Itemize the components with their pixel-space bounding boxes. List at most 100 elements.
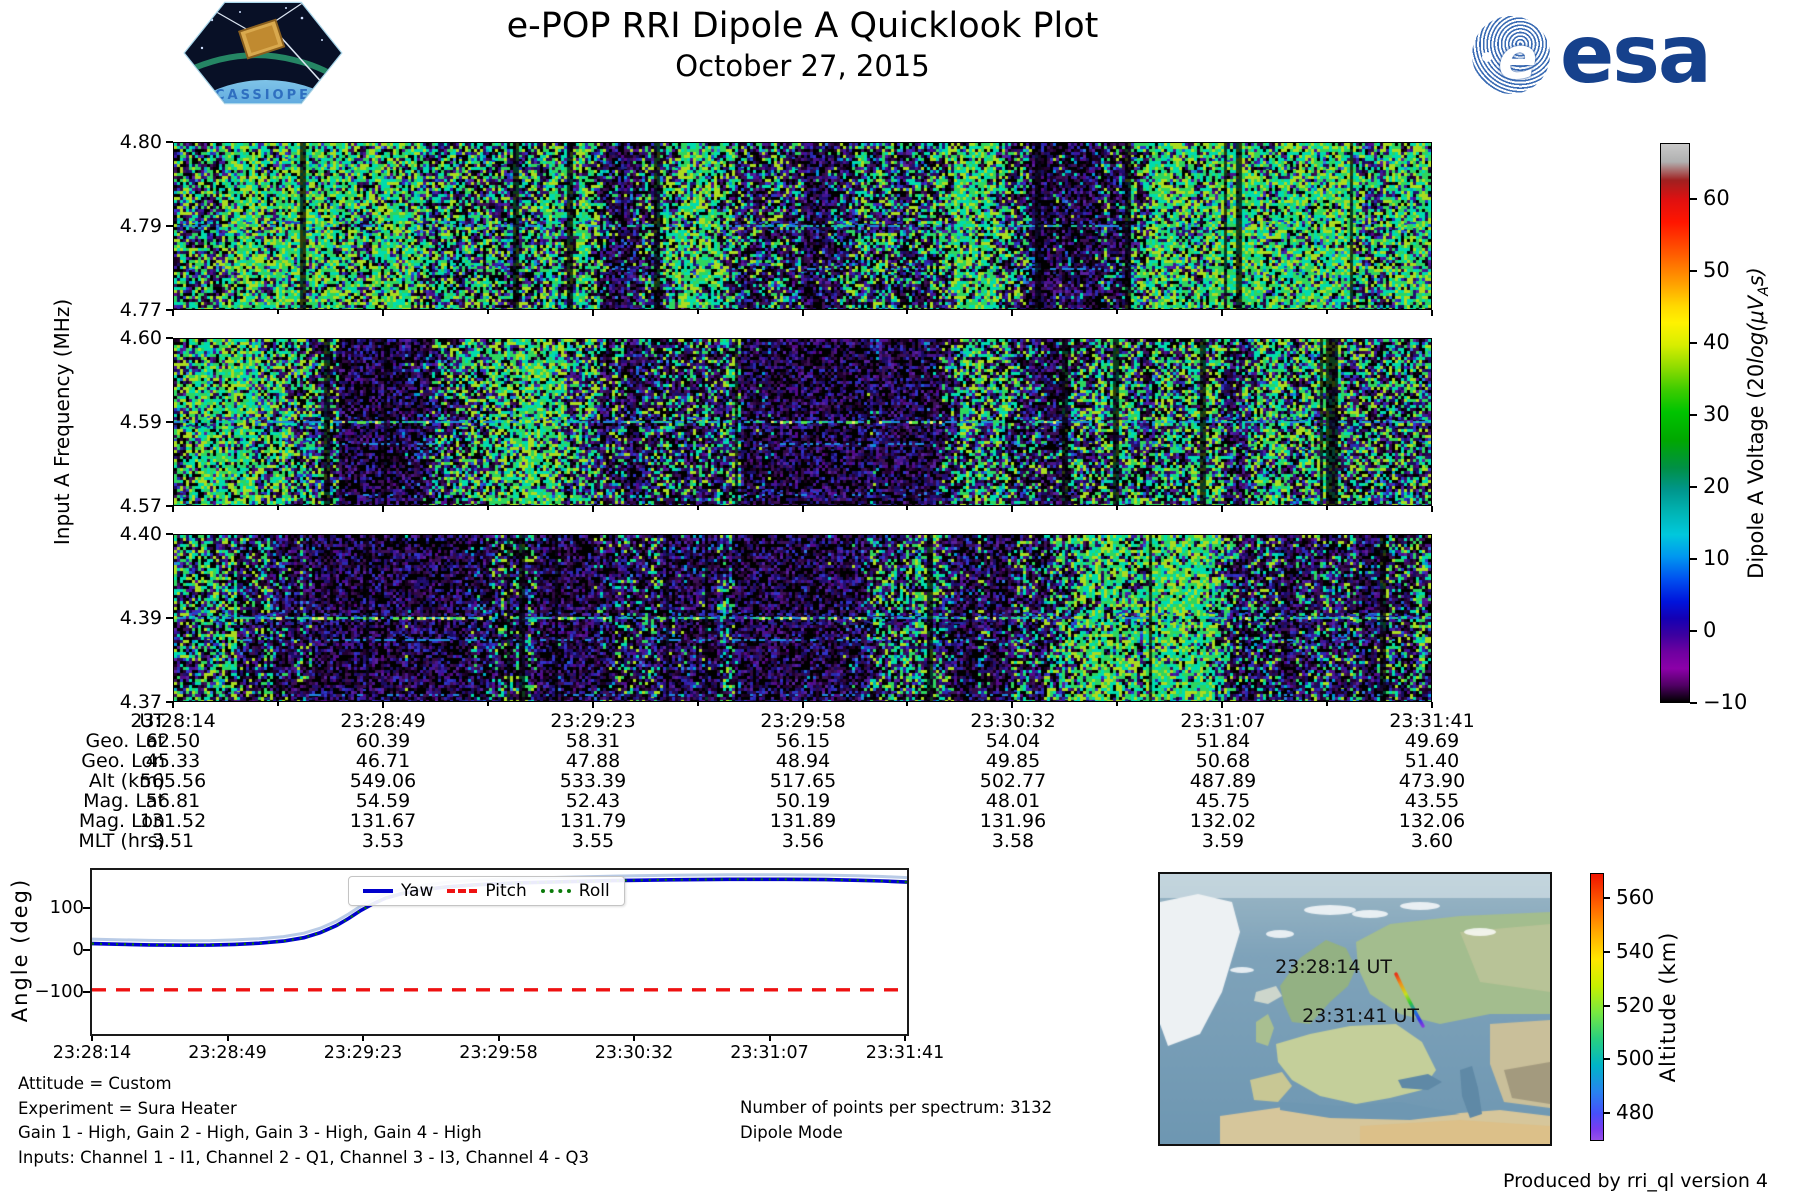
ground-track-map: 23:28:14 UT 23:31:41 UT: [1158, 872, 1552, 1146]
y-tick-mark: [166, 617, 173, 619]
colorbar-tick-mark: [1690, 486, 1697, 488]
x-tick-mark: [591, 506, 594, 512]
x-tick-mark: [172, 506, 174, 512]
spectrogram-panel-4.4MHz: [173, 534, 1432, 702]
x-tick-mark: [1011, 310, 1014, 316]
x-tick-mark: [1221, 310, 1224, 316]
x-tick-mark: [591, 310, 594, 316]
ephemeris-value: 3.59: [1201, 830, 1245, 852]
legend-label: Roll: [578, 881, 610, 901]
ephemeris-value: 132.02: [1189, 810, 1257, 832]
cassiope-mission-logo: CASSIOPE: [183, 1, 343, 105]
angle-x-tick-label: 23:31:07: [730, 1043, 809, 1063]
x-tick-mark: [1431, 506, 1433, 512]
alt-colorbar-tick-mark: [1604, 1058, 1610, 1061]
legend-item-roll: Roll: [540, 881, 610, 901]
legend-item-pitch: Pitch: [447, 881, 527, 901]
colorbar-tick-label: −10: [1703, 690, 1748, 714]
y-tick-mark: [166, 533, 173, 535]
header: e-POP RRI Dipole A Quicklook Plot Octobe…: [173, 4, 1432, 84]
annotation-line: Dipole Mode: [740, 1122, 843, 1142]
satellite: [238, 18, 286, 60]
y-tick-mark: [166, 141, 173, 143]
freq-tick-label: 4.79: [119, 215, 162, 237]
x-tick-mark: [1011, 506, 1014, 512]
ephemeris-value: 3.56: [781, 830, 825, 852]
angle-x-tick-label: 23:30:32: [594, 1043, 674, 1063]
colorbar-tick-label: 50: [1703, 258, 1730, 282]
x-tick-mark: [486, 702, 489, 706]
ephemeris-row-label: Geo. Lon: [81, 750, 165, 772]
freq-tick-label: 4.39: [119, 607, 162, 629]
alt-colorbar-tick-label: 500: [1616, 1046, 1655, 1071]
x-tick-mark: [276, 702, 279, 706]
legend-sample-roll: [540, 889, 571, 893]
x-tick-mark: [1431, 310, 1433, 316]
credit-line: Produced by rri_ql version 4: [1503, 1170, 1768, 1192]
ephemeris-value: 50.19: [775, 790, 831, 812]
ephemeris-value: 131.52: [139, 810, 207, 832]
x-tick-mark: [1221, 702, 1224, 708]
freq-tick-label: 4.77: [119, 299, 162, 321]
x-tick-mark: [486, 506, 489, 510]
ephemeris-value: 487.89: [1189, 770, 1257, 792]
x-tick-mark: [591, 702, 594, 708]
x-tick-mark: [696, 702, 699, 706]
angle-x-tick-label: 23:31:41: [865, 1043, 945, 1063]
annotation-line: Experiment = Sura Heater: [18, 1098, 237, 1118]
altitude-colorbar-label: Altitude (km): [1656, 931, 1680, 1083]
y-tick-mark: [166, 337, 173, 339]
ephemeris-value: 23:29:23: [550, 710, 636, 732]
ephemeris-value: 45.33: [145, 750, 201, 772]
esa-globe-letter: e: [1498, 24, 1538, 92]
angle-x-tick-mark: [226, 1034, 229, 1041]
x-tick-mark: [696, 310, 699, 314]
angle-x-tick-label: 23:28:49: [188, 1043, 267, 1063]
annotation-line: Inputs: Channel 1 - I1, Channel 2 - Q1, …: [18, 1147, 589, 1167]
freq-tick-label: 4.59: [119, 411, 162, 433]
x-tick-mark: [906, 310, 909, 314]
track-start-label: 23:28:14 UT: [1275, 956, 1392, 978]
freq-tick-label: 4.37: [119, 691, 162, 713]
ephemeris-value: 47.88: [565, 750, 621, 772]
x-tick-mark: [1011, 702, 1014, 708]
ephemeris-value: 45.75: [1195, 790, 1251, 812]
alt-colorbar-tick-mark: [1604, 1004, 1610, 1007]
angle-x-tick-mark: [497, 1034, 500, 1041]
ephemeris-value: 23:28:14: [130, 710, 216, 732]
ephemeris-value: 3.53: [361, 830, 405, 852]
spectrogram-canvas-4.6MHz: [174, 339, 1431, 505]
aurora-arc: [185, 52, 341, 83]
y-tick-mark: [166, 701, 173, 703]
x-tick-mark: [801, 310, 804, 316]
colorbar-tick-mark: [1690, 414, 1697, 416]
legend-item-yaw: Yaw: [363, 881, 433, 901]
x-tick-mark: [1326, 702, 1329, 706]
x-tick-mark: [381, 506, 384, 512]
x-tick-mark: [801, 506, 804, 512]
ephemeris-value: 23:28:49: [340, 710, 426, 732]
esa-globe-dot: [1482, 52, 1492, 62]
ephemeris-value: 502.77: [979, 770, 1047, 792]
ephemeris-row-label: Alt (km): [88, 770, 165, 792]
ephemeris-value: 43.55: [1404, 790, 1460, 812]
angle-x-tick-label: 23:28:14: [52, 1043, 132, 1063]
legend-label: Yaw: [401, 881, 434, 901]
spectrogram-panel-4.6MHz: [173, 338, 1432, 506]
freq-tick-label: 4.80: [119, 131, 162, 153]
ephemeris-row-label: UT: [139, 710, 165, 732]
colorbar-tick-label: 60: [1703, 186, 1730, 210]
angle-x-tick-label: 23:29:23: [323, 1043, 403, 1063]
spectrogram-canvas-4.4MHz: [174, 535, 1431, 701]
colorbar-tick-mark: [1690, 558, 1697, 560]
ephemeris-value: 58.31: [565, 730, 621, 752]
y-tick-mark: [166, 309, 173, 311]
page-subtitle: October 27, 2015: [675, 49, 930, 83]
freq-tick-label: 4.60: [119, 327, 162, 349]
x-tick-mark: [1116, 506, 1119, 510]
colorbar-tick-label: 30: [1703, 402, 1730, 426]
ephemeris-value: 56.81: [145, 790, 201, 812]
x-tick-mark: [696, 506, 699, 510]
x-tick-mark: [1326, 310, 1329, 314]
colorbar-tick-mark: [1690, 630, 1697, 632]
